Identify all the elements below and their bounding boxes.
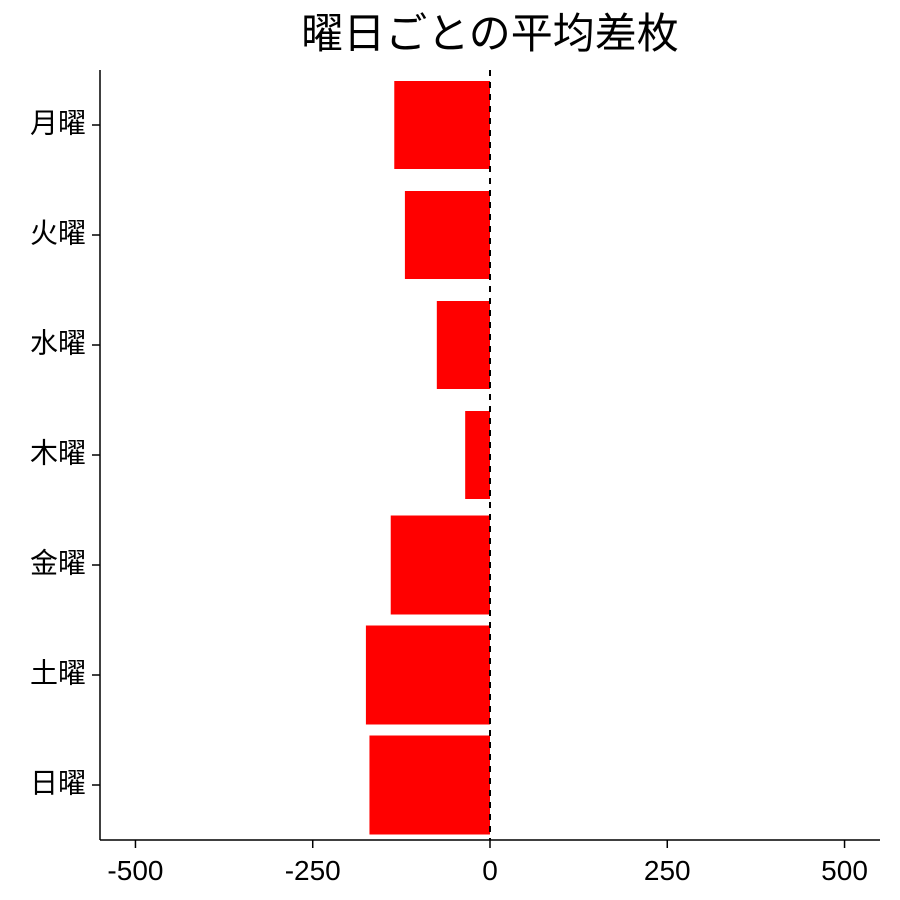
bar (369, 736, 490, 835)
y-tick-label: 月曜 (30, 107, 86, 138)
x-tick-label: 500 (821, 855, 868, 886)
bar (366, 626, 490, 725)
bar (465, 411, 490, 499)
bar (437, 301, 490, 389)
bar (405, 191, 490, 279)
x-tick-label: -500 (107, 855, 163, 886)
y-tick-label: 日曜 (30, 767, 86, 798)
y-tick-label: 火曜 (30, 217, 86, 248)
y-tick-label: 土曜 (30, 657, 86, 688)
bar (394, 81, 490, 169)
y-tick-label: 木曜 (30, 437, 86, 468)
y-tick-label: 金曜 (30, 547, 86, 578)
bar (391, 516, 490, 615)
y-tick-label: 水曜 (30, 327, 86, 358)
bar-chart: 曜日ごとの平均差枚月曜火曜水曜木曜金曜土曜日曜 -500 -250 0 250 500 (0, 0, 900, 900)
x-tick-label: 0 (482, 855, 498, 886)
chart-title: 曜日ごとの平均差枚 (301, 10, 679, 57)
x-tick-label: 250 (644, 855, 691, 886)
x-tick-label: -250 (285, 855, 341, 886)
chart-container: 曜日ごとの平均差枚月曜火曜水曜木曜金曜土曜日曜 -500 -250 0 250 500 (0, 0, 900, 900)
